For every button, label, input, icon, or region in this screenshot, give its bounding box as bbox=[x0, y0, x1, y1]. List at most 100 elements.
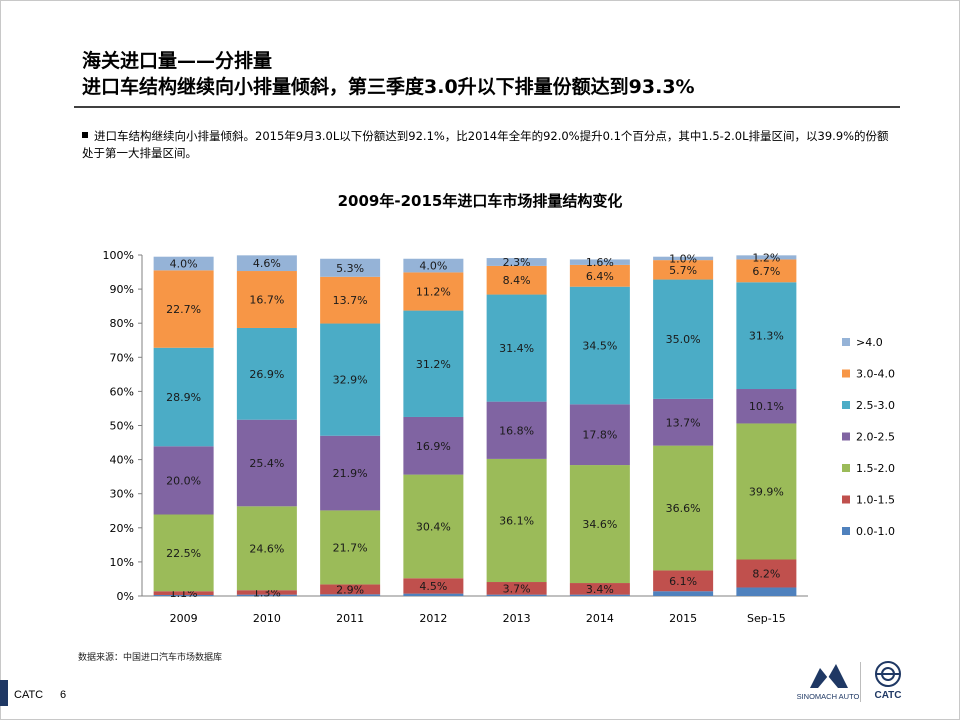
chart-title: 2009年-2015年进口车市场排量结构变化 bbox=[337, 192, 623, 210]
bar-segment bbox=[403, 593, 464, 596]
bar-segment bbox=[653, 260, 714, 280]
data-label: 2.9% bbox=[336, 583, 364, 596]
data-label: 39.9% bbox=[749, 485, 784, 498]
bar-segment bbox=[236, 327, 297, 420]
bar-segment bbox=[736, 282, 797, 390]
data-label: 1.0% bbox=[669, 252, 697, 265]
y-tick-label: 10% bbox=[110, 556, 134, 569]
catc-logo: CATC bbox=[868, 660, 908, 704]
data-label: 17.8% bbox=[582, 429, 617, 442]
y-tick-label: 40% bbox=[110, 454, 134, 467]
bar-segment bbox=[403, 578, 464, 594]
x-tick-label: 2014 bbox=[586, 612, 614, 625]
legend-swatch bbox=[842, 401, 850, 409]
bar-segment bbox=[403, 258, 464, 273]
data-label: 4.5% bbox=[419, 580, 447, 593]
catc-logo-text: CATC bbox=[874, 690, 902, 701]
bar-segment bbox=[403, 310, 464, 417]
data-label: 5.3% bbox=[336, 262, 364, 275]
legend-swatch bbox=[842, 369, 850, 378]
catc-emblem-icon bbox=[875, 661, 901, 687]
bar-segment bbox=[486, 401, 547, 459]
bar-segment bbox=[153, 256, 214, 271]
bar-segment bbox=[653, 445, 714, 571]
x-tick-label: 2015 bbox=[669, 612, 697, 625]
data-label: 35.0% bbox=[666, 333, 701, 346]
bar-segment bbox=[236, 590, 297, 595]
data-label: 4.0% bbox=[419, 260, 447, 273]
legend-swatch bbox=[842, 464, 850, 472]
bullet-point: 进口车结构继续向小排量倾斜。2015年9月3.0L以下份额达到92.1%，比20… bbox=[82, 128, 900, 162]
footer-label: CATC bbox=[14, 689, 44, 701]
y-tick-label: 70% bbox=[110, 351, 134, 364]
bar-segment bbox=[486, 258, 547, 266]
legend-label: 0.0-1.0 bbox=[856, 525, 895, 538]
data-label: 13.7% bbox=[333, 294, 368, 307]
sinomach-auto-logo: SINOMACH AUTO bbox=[788, 660, 868, 704]
bar-segment bbox=[569, 465, 630, 584]
page-number: 6 bbox=[60, 689, 67, 701]
data-label: 3.7% bbox=[503, 582, 531, 595]
data-label: 16.9% bbox=[416, 440, 451, 453]
x-tick-label: Sep-15 bbox=[747, 612, 786, 625]
bar-segment bbox=[236, 255, 297, 272]
bar-segment bbox=[403, 416, 464, 475]
data-label: 21.7% bbox=[333, 541, 368, 554]
data-label: 31.4% bbox=[499, 342, 534, 355]
x-tick-label: 2012 bbox=[419, 612, 447, 625]
bar-segment bbox=[236, 271, 297, 328]
data-label: 22.7% bbox=[166, 303, 201, 316]
data-source-note: 数据来源：中国进口汽车市场数据库 bbox=[78, 653, 223, 663]
sinomach-mountain-icon bbox=[810, 664, 848, 688]
bar-segment bbox=[320, 510, 381, 585]
y-tick-label: 90% bbox=[110, 283, 134, 296]
data-label: 8.2% bbox=[752, 567, 780, 580]
y-tick-label: 20% bbox=[110, 522, 134, 535]
legend-swatch bbox=[842, 527, 850, 535]
data-label: 26.9% bbox=[249, 368, 284, 381]
data-label: 16.8% bbox=[499, 424, 534, 437]
logo-divider bbox=[860, 662, 861, 702]
data-label: 22.5% bbox=[166, 547, 201, 560]
bar-segment bbox=[153, 594, 214, 596]
bar-segment bbox=[736, 587, 797, 596]
sinomach-logo-text: SINOMACH AUTO bbox=[796, 692, 860, 701]
bar-segment bbox=[153, 270, 214, 348]
data-label: 31.2% bbox=[416, 358, 451, 371]
data-label: 30.4% bbox=[416, 520, 451, 533]
bar-segment bbox=[320, 323, 381, 436]
y-tick-label: 60% bbox=[110, 385, 134, 398]
legend-label: 2.5-3.0 bbox=[856, 399, 895, 412]
y-tick-label: 100% bbox=[103, 249, 134, 262]
bar-segment bbox=[736, 259, 797, 283]
legend-swatch bbox=[842, 495, 850, 504]
x-tick-label: 2010 bbox=[253, 612, 281, 625]
data-label: 1.6% bbox=[586, 256, 614, 269]
bar-segment bbox=[236, 506, 297, 591]
bar-segment bbox=[153, 347, 214, 447]
bar-segment bbox=[569, 264, 630, 287]
data-label: 1.2% bbox=[752, 251, 780, 264]
data-label: 36.6% bbox=[666, 502, 701, 515]
x-tick-label: 2013 bbox=[503, 612, 531, 625]
data-label: 2.3% bbox=[503, 256, 531, 269]
bar-segment bbox=[320, 584, 381, 595]
x-tick-label: 2011 bbox=[336, 612, 364, 625]
bar-segment bbox=[736, 255, 797, 260]
y-tick-label: 0% bbox=[117, 590, 134, 603]
bar-segment bbox=[569, 259, 630, 265]
legend-label: 2.0-2.5 bbox=[856, 431, 895, 444]
legend-label: 3.0-4.0 bbox=[856, 368, 895, 381]
data-label: 6.1% bbox=[669, 575, 697, 588]
data-label: 34.6% bbox=[582, 518, 617, 531]
bar-segment bbox=[653, 256, 714, 261]
bar-segment bbox=[653, 398, 714, 446]
bar-segment bbox=[653, 570, 714, 592]
bar-segment bbox=[320, 435, 381, 511]
bar-segment bbox=[486, 265, 547, 295]
bar-segment bbox=[486, 594, 547, 596]
x-tick-label: 2009 bbox=[170, 612, 198, 625]
bar-segment bbox=[653, 591, 714, 596]
y-tick-label: 30% bbox=[110, 488, 134, 501]
bar-segment bbox=[236, 594, 297, 596]
